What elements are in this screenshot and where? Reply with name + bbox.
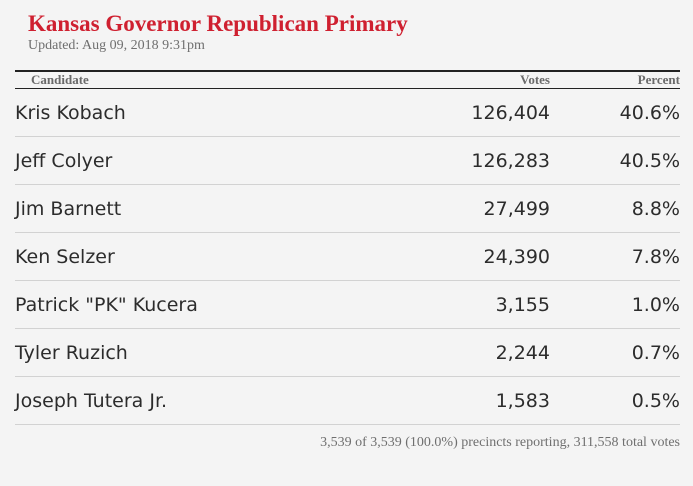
table-row: Joseph Tutera Jr. 1,583 0.5% <box>15 377 680 425</box>
column-header-votes: Votes <box>520 72 550 87</box>
candidate-percent: 40.5% <box>619 149 680 172</box>
table-row: Patrick "PK" Kucera 3,155 1.0% <box>15 281 680 329</box>
candidate-votes: 3,155 <box>495 293 550 316</box>
candidate-percent: 0.7% <box>631 341 680 364</box>
column-header-candidate: Candidate <box>31 72 89 87</box>
updated-timestamp: Updated: Aug 09, 2018 9:31pm <box>28 38 205 53</box>
candidate-votes: 126,404 <box>471 101 550 124</box>
table-row: Tyler Ruzich 2,244 0.7% <box>15 329 680 377</box>
candidate-name: Patrick "PK" Kucera <box>15 293 198 316</box>
candidate-votes: 2,244 <box>495 341 550 364</box>
table-header: Candidate Votes Percent <box>15 71 680 88</box>
candidate-votes: 24,390 <box>483 245 550 268</box>
candidate-percent: 1.0% <box>631 293 680 316</box>
candidate-percent: 7.8% <box>631 245 680 268</box>
results-table-body: Kris Kobach 126,404 40.6% Jeff Colyer 12… <box>15 89 680 425</box>
candidate-name: Kris Kobach <box>15 101 126 124</box>
table-row: Jeff Colyer 126,283 40.5% <box>15 137 680 185</box>
candidate-votes: 1,583 <box>495 389 550 412</box>
candidate-name: Tyler Ruzich <box>15 341 128 364</box>
candidate-percent: 0.5% <box>631 389 680 412</box>
candidate-votes: 27,499 <box>483 197 550 220</box>
candidate-name: Jeff Colyer <box>15 149 113 172</box>
candidate-percent: 8.8% <box>631 197 680 220</box>
column-header-percent: Percent <box>637 72 680 87</box>
candidate-name: Jim Barnett <box>15 197 122 220</box>
table-row: Jim Barnett 27,499 8.8% <box>15 185 680 233</box>
table-row: Ken Selzer 24,390 7.8% <box>15 233 680 281</box>
race-title: Kansas Governor Republican Primary <box>28 11 408 36</box>
table-row: Kris Kobach 126,404 40.6% <box>15 89 680 137</box>
table-top-rule <box>15 70 680 72</box>
candidate-percent: 40.6% <box>619 101 680 124</box>
table-header-rule <box>15 88 680 89</box>
precincts-summary: 3,539 of 3,539 (100.0%) precincts report… <box>320 435 680 450</box>
candidate-name: Joseph Tutera Jr. <box>15 389 168 412</box>
candidate-votes: 126,283 <box>471 149 550 172</box>
candidate-name: Ken Selzer <box>15 245 115 268</box>
